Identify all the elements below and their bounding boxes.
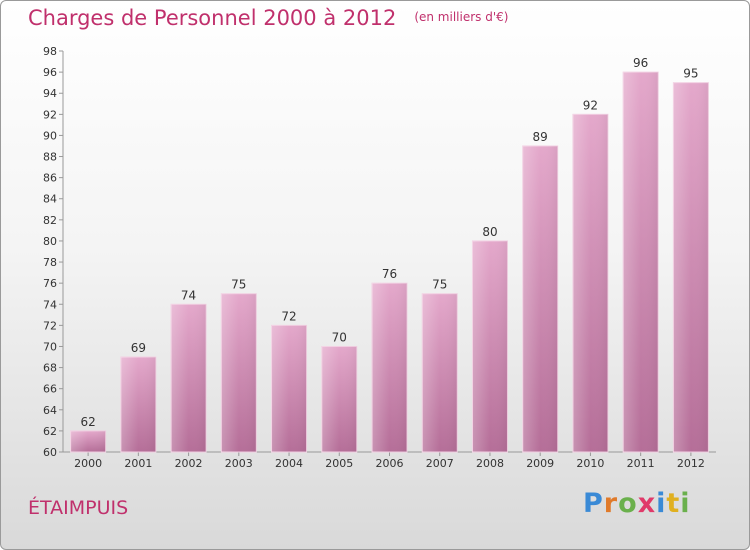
chart-title: Charges de Personnel 2000 à 2012 (en mill… <box>28 6 509 30</box>
y-tick-label: 96 <box>43 66 57 79</box>
x-tick-label: 2012 <box>677 457 705 470</box>
bar-shine <box>221 293 257 452</box>
bar-shine <box>70 430 106 452</box>
y-tick-label: 68 <box>43 362 57 375</box>
data-label: 95 <box>683 67 698 81</box>
data-label: 69 <box>131 341 146 355</box>
bar-shine <box>321 346 357 452</box>
data-label: 62 <box>80 415 95 429</box>
x-tick-label: 2003 <box>225 457 253 470</box>
logo-letter: i <box>656 488 667 519</box>
x-tick-label: 2001 <box>124 457 152 470</box>
bar-shine <box>522 145 558 452</box>
bar-shine <box>572 114 608 452</box>
y-tick-label: 84 <box>43 193 57 206</box>
logo-letter: r <box>603 488 619 519</box>
logo-letter: t <box>666 488 681 519</box>
y-tick-label: 64 <box>43 404 57 417</box>
y-tick-label: 72 <box>43 319 57 332</box>
logo-letter: o <box>618 488 638 519</box>
data-label: 89 <box>533 130 548 144</box>
logo-letter: i <box>680 488 691 519</box>
x-tick-label: 2009 <box>526 457 554 470</box>
x-tick-label: 2010 <box>576 457 604 470</box>
y-tick-label: 70 <box>43 340 57 353</box>
data-label: 75 <box>432 278 447 292</box>
y-tick-label: 82 <box>43 214 57 227</box>
data-label: 74 <box>181 288 196 302</box>
x-tick-label: 2011 <box>627 457 655 470</box>
bar-shine <box>171 304 207 452</box>
y-tick-label: 78 <box>43 256 57 269</box>
logo-letter: P <box>583 488 604 519</box>
x-tick-label: 2005 <box>325 457 353 470</box>
bar-shine <box>472 240 508 452</box>
bar-shine <box>422 293 458 452</box>
bar-shine <box>271 325 307 452</box>
logo-letter: x <box>637 488 657 519</box>
x-tick-label: 2004 <box>275 457 303 470</box>
data-label: 76 <box>382 267 397 281</box>
data-label: 70 <box>332 330 347 344</box>
place-name: ÉTAIMPUIS <box>28 497 129 519</box>
data-label: 96 <box>633 56 648 70</box>
proxiti-logo: Proxiti <box>583 488 691 519</box>
data-label: 72 <box>281 309 296 323</box>
y-tick-label: 94 <box>43 87 57 100</box>
y-tick-label: 98 <box>43 45 57 58</box>
y-tick-label: 74 <box>43 298 57 311</box>
y-tick-label: 90 <box>43 129 57 142</box>
bar-shine <box>623 72 659 453</box>
x-tick-label: 2000 <box>74 457 102 470</box>
bar-shine <box>372 283 407 452</box>
y-tick-label: 92 <box>43 108 57 121</box>
bar-shine <box>673 82 709 452</box>
x-tick-label: 2002 <box>175 457 203 470</box>
y-tick-label: 88 <box>43 151 57 164</box>
y-tick-label: 60 <box>43 446 57 459</box>
unit-label: (en milliers d'€) <box>414 10 509 24</box>
data-label: 75 <box>231 278 246 292</box>
y-tick-label: 86 <box>43 172 57 185</box>
x-tick-label: 2008 <box>476 457 504 470</box>
data-label: 80 <box>482 225 497 239</box>
y-tick-label: 80 <box>43 235 57 248</box>
y-tick-label: 66 <box>43 383 57 396</box>
x-tick-label: 2007 <box>426 457 454 470</box>
bar-shine <box>120 357 156 452</box>
x-tick-label: 2006 <box>376 457 404 470</box>
y-tick-label: 62 <box>43 425 57 438</box>
data-label: 92 <box>583 98 598 112</box>
y-tick-label: 76 <box>43 277 57 290</box>
